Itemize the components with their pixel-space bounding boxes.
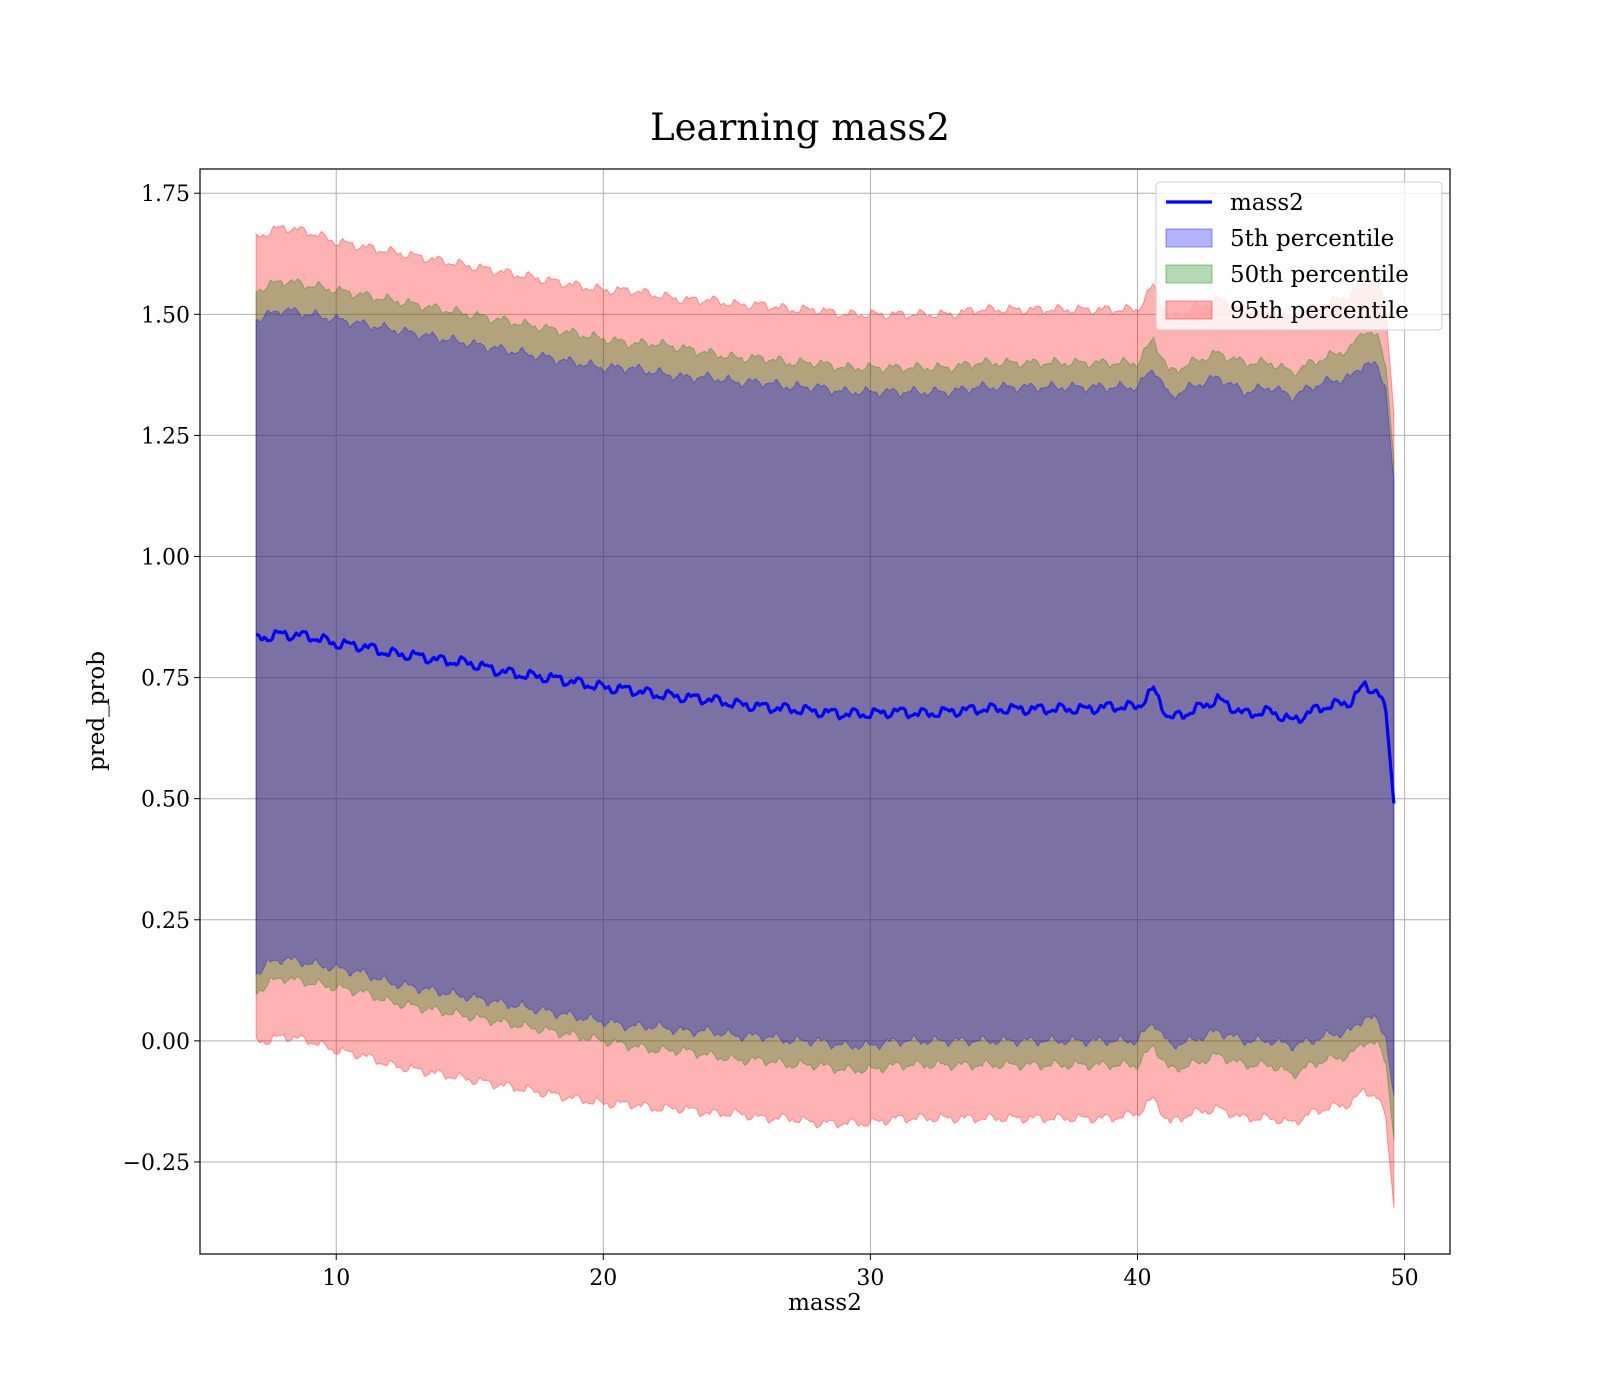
legend-entry-label: 95th percentile xyxy=(1230,298,1409,324)
legend-box xyxy=(1155,181,1443,331)
x-axis-ticks: 10 20 30 40 50 xyxy=(322,1254,1419,1291)
y-tick-label: 1.00 xyxy=(141,546,190,571)
y-tick-label: 0.25 xyxy=(141,909,190,934)
y-tick-label: 1.25 xyxy=(141,424,190,449)
x-axis-label: mass2 xyxy=(788,1290,862,1316)
percentile-bands xyxy=(255,224,1395,1208)
x-tick-label: 30 xyxy=(856,1266,884,1291)
legend-patch-swatch xyxy=(1165,264,1213,284)
legend-entry-label: 5th percentile xyxy=(1230,226,1394,252)
x-tick-label: 40 xyxy=(1124,1266,1152,1291)
y-axis-ticks: −0.25 0.00 0.25 0.50 0.75 1.00 1.25 1.50 1.75 xyxy=(123,182,200,1176)
legend: mass2 5th percentile 50th percentile 95th p… xyxy=(1155,181,1443,331)
x-tick-label: 50 xyxy=(1391,1266,1419,1291)
y-tick-label: 1.50 xyxy=(141,303,190,328)
legend-entry-label: mass2 xyxy=(1230,190,1304,216)
y-tick-label: −0.25 xyxy=(123,1151,190,1176)
y-tick-label: 0.50 xyxy=(141,788,190,813)
band-5th-percentile xyxy=(255,306,1395,1096)
x-tick-label: 10 xyxy=(322,1266,350,1291)
series-line-mass2 xyxy=(255,628,1396,804)
y-tick-label: 0.75 xyxy=(141,667,190,692)
x-tick-label: 20 xyxy=(589,1266,617,1291)
series-lines xyxy=(255,628,1396,804)
y-axis-label: pred_prob xyxy=(84,651,110,771)
y-tick-label: 1.75 xyxy=(141,182,190,207)
chart-title: Learning mass2 xyxy=(650,106,950,149)
plot-frame xyxy=(199,168,1451,1255)
band-95th-percentile xyxy=(255,224,1395,1208)
legend-entry-label: 50th percentile xyxy=(1230,262,1409,288)
y-tick-label: 0.00 xyxy=(141,1030,190,1055)
legend-patch-swatch xyxy=(1165,228,1213,248)
legend-patch-swatch xyxy=(1165,300,1213,320)
